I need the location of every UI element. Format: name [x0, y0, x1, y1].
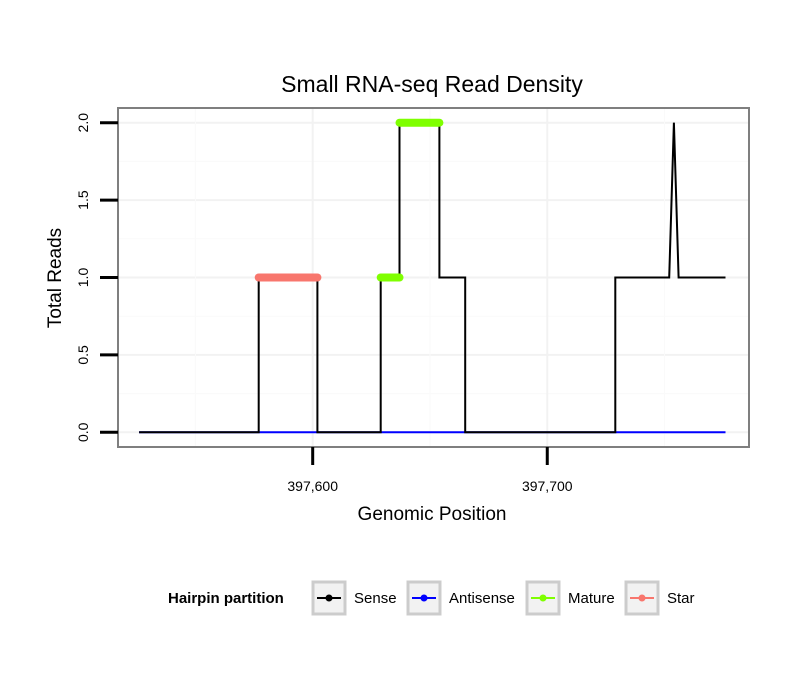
chart-title: Small RNA-seq Read Density: [281, 71, 583, 97]
series-lines: [139, 118, 726, 434]
legend-key-dot-mature: [539, 594, 547, 602]
legend-label-mature: Mature: [568, 590, 615, 607]
x-tick-label-0: 397,600: [287, 478, 338, 494]
x-axis-title: Genomic Position: [358, 504, 507, 525]
y-tick-label-0: 0.0: [75, 422, 91, 442]
y-tick-label-1: 0.5: [75, 345, 91, 365]
legend-key-dot-star: [638, 594, 646, 602]
legend-label-sense: Sense: [354, 590, 397, 607]
legend-label-star: Star: [667, 590, 695, 607]
legend: Hairpin partition Sense Antisense Mature St…: [168, 580, 695, 616]
axes: 0.0 0.5 1.0 1.5 2.0 397,600 397,700: [75, 113, 573, 494]
legend-items: Sense Antisense Mature Star: [311, 580, 695, 616]
y-tick-label-2: 1.0: [75, 268, 91, 288]
legend-key-dot-antisense: [420, 594, 428, 602]
legend-key-dot-sense: [325, 594, 333, 602]
y-tick-label-4: 2.0: [75, 113, 91, 133]
legend-label-antisense: Antisense: [449, 590, 515, 607]
x-tick-label-1: 397,700: [522, 478, 573, 494]
legend-title: Hairpin partition: [168, 590, 284, 607]
y-tick-label-3: 1.5: [75, 190, 91, 210]
y-axis-title: Total Reads: [45, 228, 66, 328]
